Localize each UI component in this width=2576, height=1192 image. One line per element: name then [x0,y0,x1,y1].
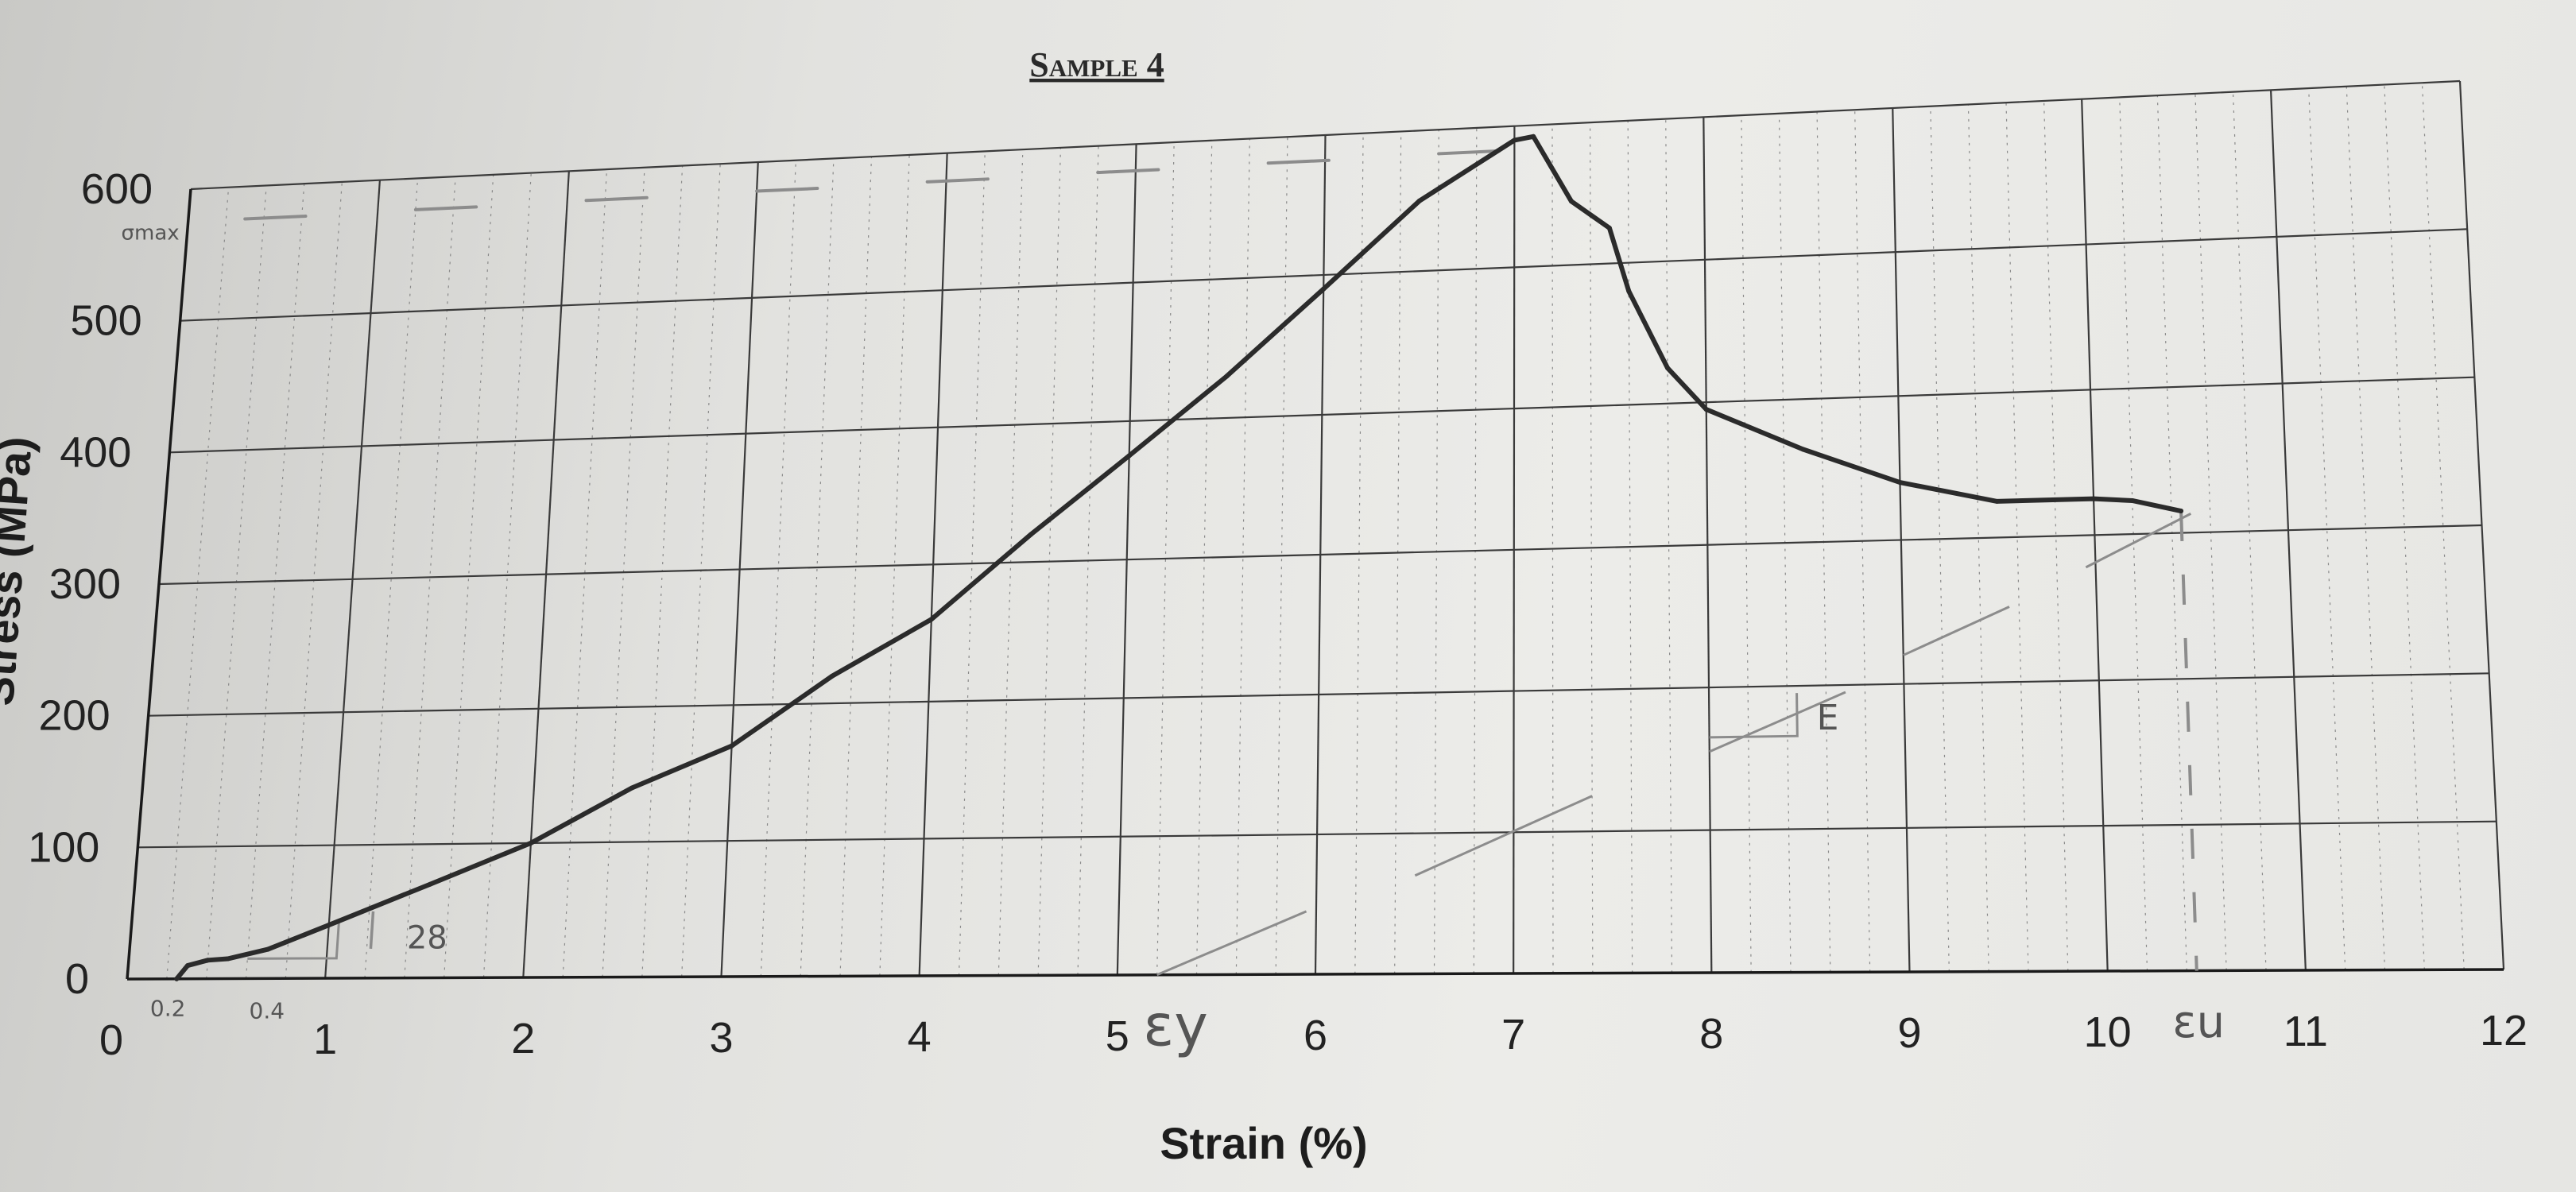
x-tick-label: 2 [511,1015,535,1062]
data-point [174,976,180,981]
grid-line-horizontal [180,228,2468,322]
sigma-max-dash [925,177,990,184]
offset-label: 0.2 [150,995,186,1021]
grid-line-horizontal [158,524,2482,586]
data-point [1224,373,1230,379]
yield-strain-label: εy [1143,992,1208,1058]
sigma-max-dash [1266,158,1331,165]
data-point [528,840,533,846]
y-tick-label: 300 [49,560,121,608]
data-point [1800,447,1806,452]
data-point [205,958,211,963]
data-point [629,785,635,791]
data-point [729,743,734,749]
offset-line-segment [2085,513,2192,569]
x-tick-label: 4 [908,1013,932,1061]
data-point [1321,286,1327,292]
data-point [1512,137,1517,143]
data-point [1568,199,1574,204]
stress-strain-curve [174,134,2184,981]
ultimate-strain-label: εu [2172,997,2225,1048]
sigma-max-dash [413,205,478,211]
data-point [1606,225,1612,230]
data-point [2179,509,2184,514]
x-tick-label: 0 [99,1016,123,1064]
x-tick-label: 8 [1699,1010,1723,1058]
data-point [1703,407,1709,412]
data-series [174,134,2184,981]
y-tick-label: 600 [81,165,153,213]
sigma-max-dash [1096,168,1160,175]
y-tick-label: 200 [39,692,110,740]
x-tick-label: 3 [709,1014,733,1062]
sigma-max-dash [755,187,819,193]
offset-line-segment [1709,691,1846,753]
chart-title: Sample 4 [1029,45,1164,84]
x-tick-label: 1 [313,1016,337,1063]
data-point [225,956,230,962]
y-tick-label: 100 [28,823,99,871]
data-point [1126,453,1132,459]
x-tick-label: 5 [1106,1012,1129,1060]
offset-line-segment [1156,910,1307,977]
data-point [1897,480,1903,486]
slope-bracket [369,911,375,949]
x-axis-line [126,968,2504,981]
grid-line-horizontal [148,672,2489,717]
data-point [326,923,331,928]
x-tick-label: 7 [1501,1011,1525,1058]
y-axis-label: Stress (MPa) [0,435,41,707]
x-axis-label: Strain (%) [1160,1118,1367,1168]
ultimate-strain-line [2179,510,2198,971]
offset-line-segment [1414,795,1593,877]
data-point [265,946,271,952]
grid-line-horizontal [190,79,2461,191]
grid-line-horizontal [169,376,2475,454]
y-tick-label: 400 [60,428,131,476]
pencil-annotations: σmax 0.2 0.4 28 Eεy εu [122,149,2225,1058]
modulus-label: E [1817,698,1839,738]
data-point [185,963,191,969]
slope-label: 28 [407,920,447,957]
x-tick-label: 9 [1897,1009,1921,1057]
data-point [1531,134,1536,139]
data-point [2129,497,2135,503]
x-tick-label: 6 [1303,1012,1327,1059]
grid [126,79,2505,981]
x-tick-label: 11 [2284,1008,2328,1055]
data-point [1028,532,1033,537]
slope-triangle [247,922,340,960]
data-point [1665,366,1671,371]
offset-label: 0.4 [250,997,285,1024]
data-point [829,673,835,679]
y-axis-line [126,188,192,980]
data-point [928,617,934,622]
sigma-max-dash [243,215,308,221]
offset-line-segment [1903,606,2010,656]
y-tick-label: 500 [71,297,142,345]
sigma-max-dash [584,195,649,203]
sigma-max-label: σmax [122,221,180,245]
y-tick-label: 0 [65,955,89,1003]
data-point [2091,496,2097,501]
modulus-triangle [1709,693,1799,739]
sigma-max-dash [1437,149,1501,156]
data-point [1626,288,1632,294]
data-point [1994,498,2000,504]
x-tick-label: 10 [2084,1008,2132,1056]
data-point [428,881,433,887]
x-tick-label: 12 [2480,1007,2528,1055]
data-point [1416,198,1422,203]
